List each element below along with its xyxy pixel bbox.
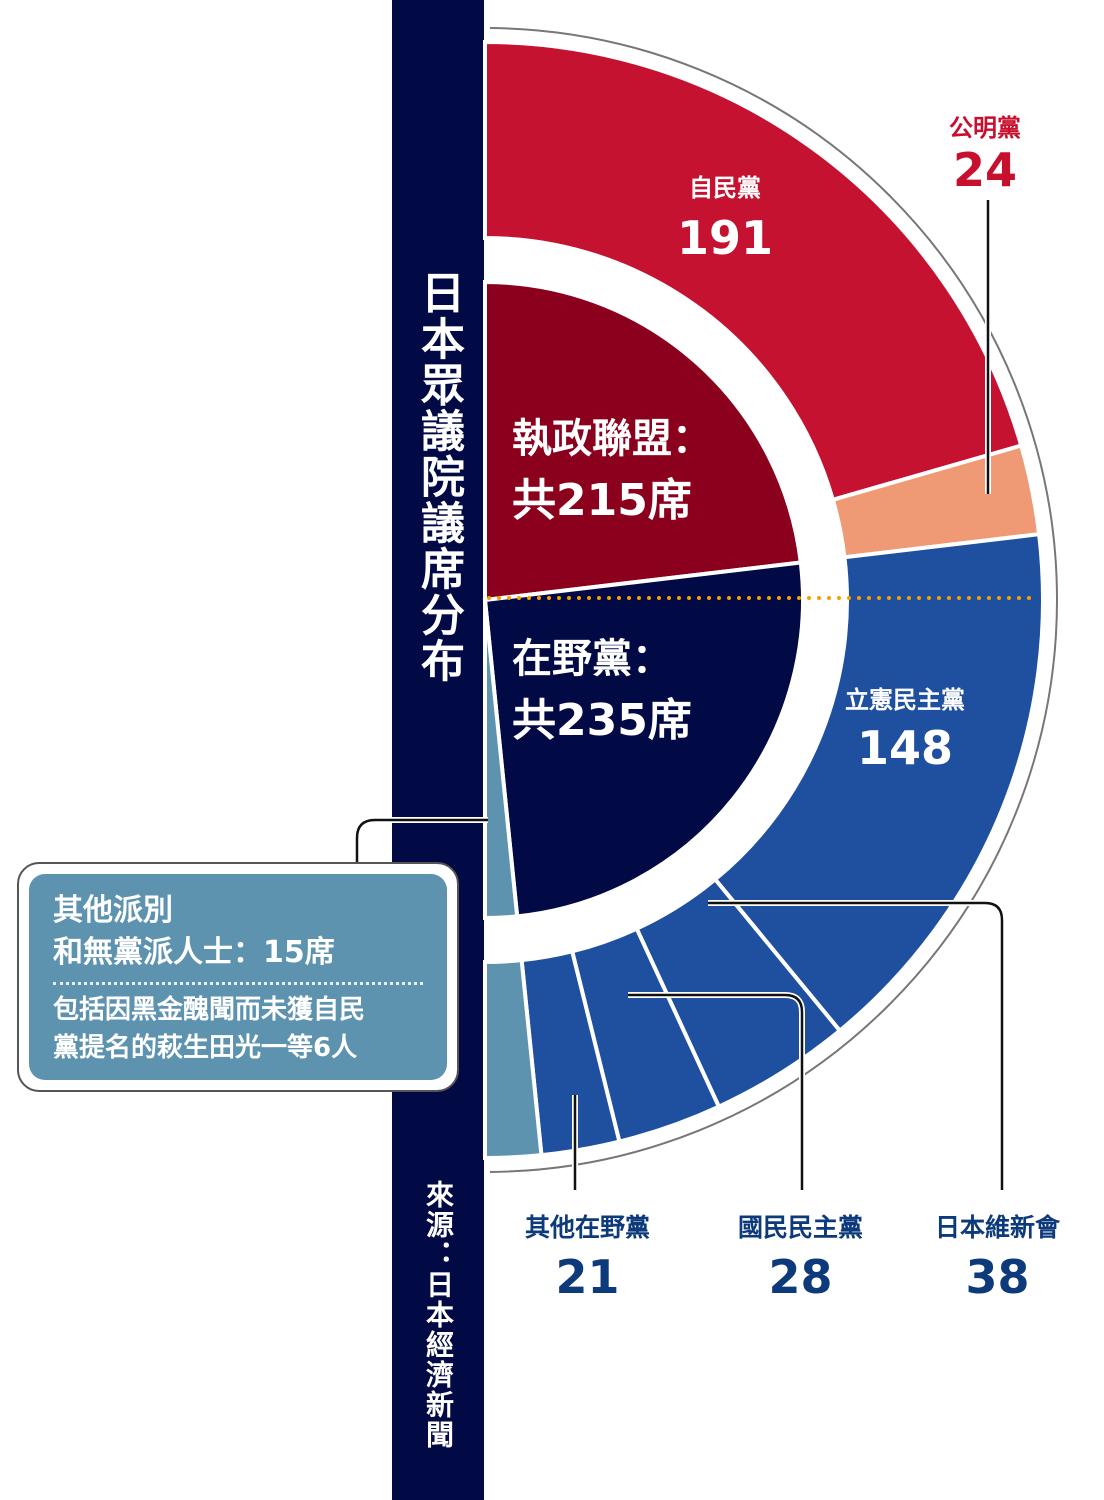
opposition-line1: 在野黨： xyxy=(512,636,672,682)
others-callout-body: 其他派別 和無黨派人士：15席 包括因黑金醜聞而未獲自民 黨提名的萩生田光一等6… xyxy=(29,874,447,1080)
komeito-name: 公明黨 xyxy=(949,114,1021,142)
ruling-line2: 共215席 xyxy=(512,475,692,526)
inner-slice-opposition xyxy=(482,560,805,919)
label-dpfp: 國民民主黨 28 xyxy=(718,1208,883,1304)
source-note: 來源：日本經濟新聞 xyxy=(422,1180,455,1450)
label-komeito: 公明黨 24 xyxy=(920,108,1050,197)
leader-ishin xyxy=(708,901,1004,1190)
dpfp-seats: 28 xyxy=(768,1250,833,1304)
label-ishin: 日本維新會 38 xyxy=(915,1208,1080,1304)
callout-line1: 其他派別 xyxy=(53,893,173,928)
callout-note2: 黨提名的萩生田光一等6人 xyxy=(53,1033,358,1063)
callout-line2: 和無黨派人士：15席 xyxy=(53,935,335,970)
inner-slice-others xyxy=(483,599,520,921)
slice-others xyxy=(483,957,544,1161)
other-opposition-seats: 21 xyxy=(555,1250,620,1304)
label-ldp: 自民黨 191 xyxy=(650,168,800,265)
opposition-line2: 共235席 xyxy=(512,695,692,746)
chart-overlay xyxy=(354,27,1059,1190)
ldp-seats: 191 xyxy=(676,211,774,265)
slice-cdp xyxy=(712,531,1045,1034)
cdp-name: 立憲民主黨 xyxy=(845,686,965,714)
others-callout: 其他派別 和無黨派人士：15席 包括因黑金醜聞而未獲自民 黨提名的萩生田光一等6… xyxy=(17,862,459,1092)
dpfp-name: 國民民主黨 xyxy=(737,1213,863,1242)
chart-title: 日本眾議院議席分布 xyxy=(413,270,464,684)
ldp-name: 自民黨 xyxy=(689,174,761,202)
other-opposition-name: 其他在野黨 xyxy=(524,1213,650,1242)
callout-divider xyxy=(53,982,423,985)
ishin-name: 日本維新會 xyxy=(934,1213,1060,1242)
label-cdp: 立憲民主黨 148 xyxy=(810,680,1000,775)
callout-note1: 包括因黑金醜聞而未獲自民 xyxy=(53,995,366,1025)
komeito-seats: 24 xyxy=(952,143,1017,197)
leader-others xyxy=(355,818,488,862)
label-other-opposition: 其他在野黨 21 xyxy=(505,1208,670,1304)
inner-slice-ruling-coalition xyxy=(483,279,804,603)
cdp-seats: 148 xyxy=(856,721,954,775)
ishin-seats: 38 xyxy=(965,1250,1030,1304)
title-sidebar: 日本眾議院議席分布 來源：日本經濟新聞 xyxy=(392,0,484,1500)
ruling-coalition-label: 執政聯盟： 共215席 xyxy=(512,412,712,528)
donut-rings xyxy=(482,39,1045,1161)
opposition-label: 在野黨： 共235席 xyxy=(512,632,692,748)
slice-ldp xyxy=(483,39,1024,503)
leader-dpfp xyxy=(628,993,804,1190)
ruling-line1: 執政聯盟： xyxy=(512,416,712,462)
outer-guide-arc xyxy=(489,27,1059,1173)
